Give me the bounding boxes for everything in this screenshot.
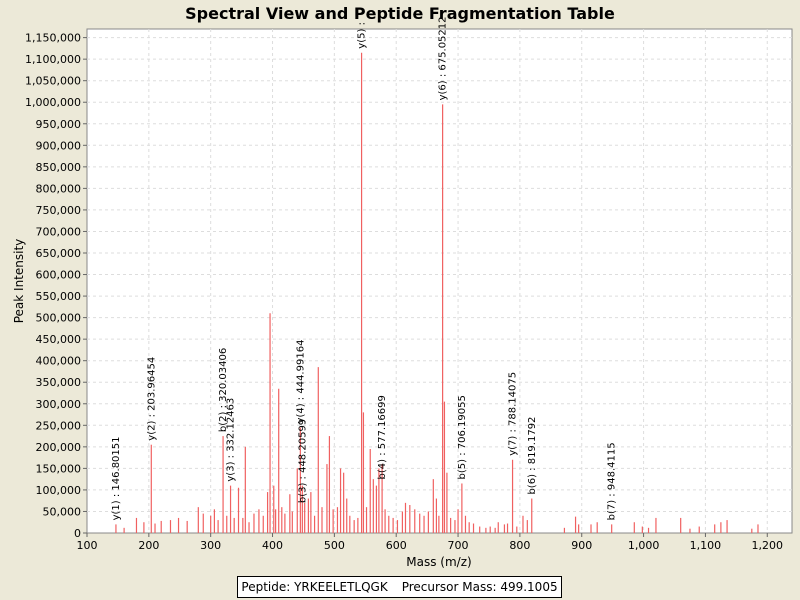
x-tick-label: 800 [509,539,530,552]
y-tick-label: 0 [74,527,81,540]
fragment-annotation: b(4) : 577.16699 [377,395,388,479]
y-tick-label: 50,000 [43,505,82,518]
y-axis-label: Peak Intensity [12,239,26,324]
y-tick-label: 900,000 [36,139,82,152]
fragment-annotation: b(5) : 706.19055 [457,395,468,479]
peptide-legend: Peptide: YRKEELETLQGK Precursor Mass: 49… [237,576,562,598]
fragment-annotation: y(7) : 788.14075 [508,372,519,456]
x-axis: 100 200 300 400 500 600 700 800 900 1,000 1,100 1,2… [77,533,784,552]
y-tick-label: 500,000 [36,312,82,325]
x-tick-label: 100 [77,539,98,552]
fragment-annotation: b(3) : 448.20599 [297,419,308,503]
x-tick-label: 500 [324,539,345,552]
y-tick-label: 350,000 [36,376,82,389]
fragment-annotation: b(7) : 948.4115 [607,442,618,520]
y-tick-label: 700,000 [36,225,82,238]
y-tick-label: 800,000 [36,182,82,195]
y-tick-label: 200,000 [36,441,82,454]
y-tick-label: 400,000 [36,355,82,368]
x-tick-label: 700 [448,539,469,552]
y-tick-label: 1,000,000 [25,96,81,109]
y-tick-label: 300,000 [36,398,82,411]
y-tick-label: 100,000 [36,484,82,497]
fragment-annotation: b(2) : 320.03406 [218,348,229,432]
y-axis: 0 50,000 100,000 150,000 200,000 250,000 300,0… [25,32,87,540]
fragment-annotation: y(2) : 203.96454 [146,357,157,441]
y-tick-label: 650,000 [36,247,82,260]
annotations-layer: y(1) : 146.80151 y(2) : 203.96454 b(2) : 3… [111,16,618,520]
chart-title: Spectral View and Peptide Fragmentation … [185,4,615,23]
fragment-annotation: y(1) : 146.80151 [111,436,122,520]
y-tick-label: 1,100,000 [25,53,81,66]
y-tick-label: 600,000 [36,269,82,282]
grid-lines [87,29,792,533]
x-tick-label: 400 [262,539,283,552]
fragment-annotation: y(6) : 675.05212 [438,16,449,100]
y-tick-label: 450,000 [36,333,82,346]
fragment-annotation: y(4) : 444.99164 [295,340,306,424]
x-tick-label: 1,200 [752,539,784,552]
y-tick-label: 1,050,000 [25,75,81,88]
y-tick-label: 150,000 [36,462,82,475]
y-tick-label: 250,000 [36,419,82,432]
y-tick-label: 1,150,000 [25,32,81,45]
y-tick-label: 550,000 [36,290,82,303]
y-tick-label: 950,000 [36,118,82,131]
fragment-annotation: b(6) : 819.1792 [527,417,538,495]
spectrum-chart: Spectral View and Peptide Fragmentation … [12,4,793,569]
fragment-annotation: y(5) : [357,22,368,49]
y-tick-label: 750,000 [36,204,82,217]
precursor-mass-label: Precursor Mass: 499.1005 [401,580,558,594]
fragment-annotation: y(3) : 332.12463 [226,398,237,482]
x-tick-label: 600 [386,539,407,552]
peaks-layer [115,52,759,533]
x-axis-label: Mass (m/z) [406,555,471,569]
plot-area [86,28,793,534]
x-tick-label: 300 [200,539,221,552]
x-tick-label: 1,000 [628,539,660,552]
y-tick-label: 850,000 [36,161,82,174]
x-tick-label: 200 [138,539,159,552]
x-tick-label: 900 [571,539,592,552]
x-tick-label: 1,100 [690,539,722,552]
peptide-label: Peptide: YRKEELETLQGK [241,580,388,594]
